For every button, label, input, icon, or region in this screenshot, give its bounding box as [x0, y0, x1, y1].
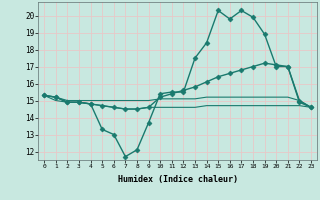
- X-axis label: Humidex (Indice chaleur): Humidex (Indice chaleur): [118, 175, 238, 184]
